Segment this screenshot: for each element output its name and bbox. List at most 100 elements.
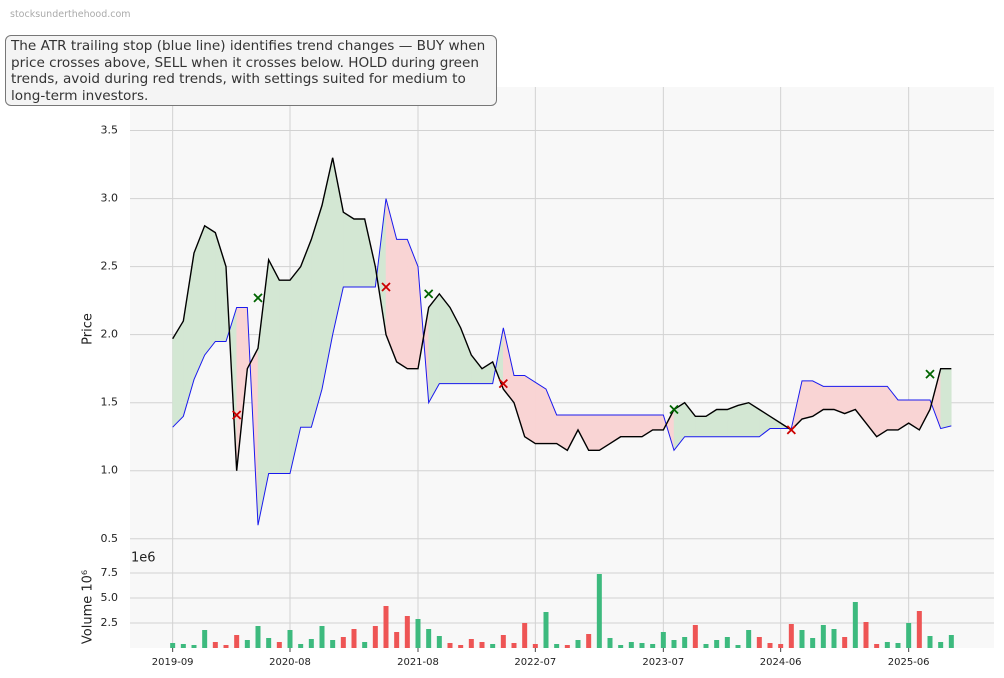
trend-fill [620, 414, 632, 437]
buy-marker [925, 369, 935, 379]
volume-bar [426, 629, 432, 648]
volume-bar [948, 635, 954, 648]
y-tick-label: 1.0 [101, 464, 119, 477]
x-tick-label: 2019-09 [152, 657, 194, 668]
volume-bar [458, 645, 464, 648]
volume-bar [746, 630, 752, 648]
volume-bar [618, 645, 624, 648]
volume-bar [682, 637, 688, 648]
x-tick-label: 2025-06 [888, 657, 930, 668]
y-tick-label: 3.0 [101, 192, 119, 205]
volume-bar [692, 625, 698, 648]
x-tick-label: 2020-08 [269, 657, 311, 668]
volume-bar [244, 640, 250, 648]
price-line [172, 157, 952, 471]
volume-bar [543, 612, 549, 648]
y-tick-label: 2.0 [101, 328, 119, 341]
trend-fill [631, 414, 643, 437]
trend-fill [524, 375, 536, 444]
trend-fill [268, 259, 280, 474]
trend-fill [940, 368, 952, 429]
volume-bar [490, 644, 496, 648]
x-tick-label: 2022-07 [514, 657, 556, 668]
volume-bar [340, 637, 346, 648]
volume-bar [831, 629, 837, 648]
sell-marker [498, 379, 508, 389]
buy-marker [424, 289, 434, 299]
axis-offset: 1e6 [131, 551, 156, 566]
buy-marker [253, 293, 263, 303]
x-tick-label: 2024-06 [760, 657, 802, 668]
volume-bar [863, 622, 869, 648]
volume-bar [234, 635, 240, 648]
volume-bar [276, 642, 282, 648]
volume-bar [927, 636, 933, 648]
volume-bar [884, 642, 890, 648]
volume-bar [532, 644, 538, 648]
y-tick-label: 2.5 [101, 260, 119, 273]
trend-fill [439, 293, 451, 384]
volume-bar [639, 643, 645, 648]
watermark: stocksunderthehood.com [10, 9, 131, 20]
volume-bar [202, 630, 208, 648]
marks [170, 157, 954, 648]
volume-bar [180, 644, 186, 648]
trend-fill [588, 414, 600, 451]
volume-bar [575, 640, 581, 648]
volume-bar [372, 626, 378, 648]
volume-bar [511, 643, 517, 648]
y-axis-label: Price [81, 313, 96, 345]
volume-bar [554, 644, 560, 648]
volume-bar [468, 639, 474, 648]
annotation: The ATR trailing stop (blue line) identi… [5, 35, 497, 106]
volume-bar [564, 645, 570, 648]
volume-bar [266, 638, 272, 648]
y-tick-label: 3.5 [101, 124, 119, 137]
volume-bar [607, 638, 613, 648]
volume-bar [778, 644, 784, 648]
volume-bar [810, 638, 816, 648]
sell-marker [232, 410, 242, 420]
trend-fill [535, 381, 547, 444]
volume-bar [916, 611, 922, 648]
volume-bar [447, 643, 453, 648]
volume-bar [788, 624, 794, 648]
volume-bar [319, 626, 325, 648]
trend-fill [716, 409, 728, 437]
y-tick-label: 5.0 [101, 591, 119, 604]
volume-bar [330, 640, 336, 648]
y-tick-label: 2.5 [101, 616, 119, 629]
volume-bar [394, 632, 400, 648]
buy-marker [669, 404, 679, 415]
volume-bar [351, 629, 357, 648]
volume-bar [799, 630, 805, 648]
volume-bar [170, 643, 176, 648]
trend-fill [204, 225, 216, 356]
volume-bar [362, 642, 368, 648]
trend-fill [396, 239, 408, 370]
trend-fill [343, 211, 355, 288]
volume-bar [650, 644, 656, 648]
volume-bar [212, 642, 218, 648]
volume-bar [906, 623, 912, 648]
trend-fill [300, 239, 312, 428]
volume-axis-label: Volume 10⁶ [81, 570, 96, 644]
volume-bar [756, 637, 762, 648]
volume-bar [500, 635, 506, 648]
volume-bar [842, 637, 848, 648]
volume-bar [714, 640, 720, 648]
volume-bar [767, 643, 773, 648]
volume-bar [479, 642, 485, 648]
volume-bar [938, 642, 944, 648]
volume-bar [383, 606, 389, 648]
volume-bar [298, 644, 304, 648]
volume-bar [287, 630, 293, 648]
volume-bar [255, 626, 261, 648]
y-tick-label: 1.5 [101, 396, 119, 409]
volume-bar [596, 574, 602, 648]
volume-bar [628, 642, 634, 648]
volume-bar [223, 645, 229, 648]
trend-fill [823, 386, 835, 410]
trend-fill [652, 414, 664, 431]
